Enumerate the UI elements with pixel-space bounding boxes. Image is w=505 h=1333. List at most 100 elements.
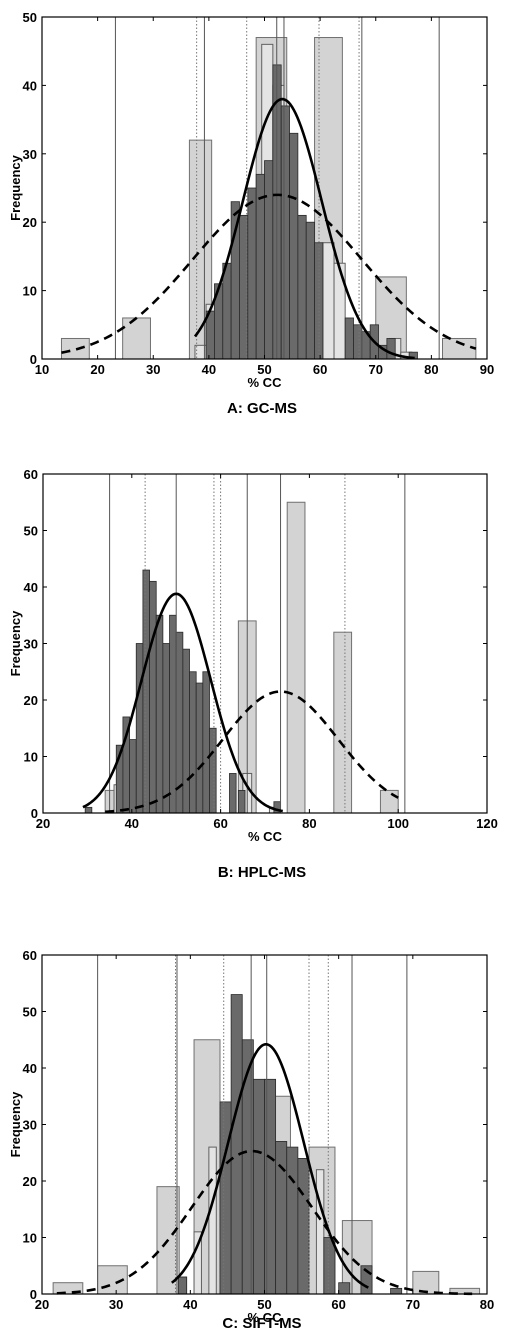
y-axis-label: Frequency	[8, 610, 23, 677]
x-tick-label: 50	[257, 362, 271, 377]
x-tick-label: 30	[146, 362, 160, 377]
y-tick-label: 30	[23, 1118, 37, 1133]
x-tick-label: 90	[480, 362, 494, 377]
bar-dark	[252, 1078, 265, 1295]
y-tick-label: 60	[24, 467, 38, 482]
y-tick-label: 50	[23, 10, 37, 25]
panel-caption: A: GC-MS	[227, 400, 297, 417]
x-axis-label: % CC	[248, 829, 283, 844]
x-tick-label: 10	[35, 362, 49, 377]
bar-dark	[338, 1282, 351, 1295]
bar-dark	[297, 214, 307, 360]
x-tick-label: 120	[476, 816, 498, 831]
bar-light-narrow	[315, 1169, 325, 1295]
y-tick-label: 30	[23, 147, 37, 162]
bar-light	[333, 631, 353, 814]
x-axis-label: % CC	[248, 1310, 283, 1325]
y-axis-label: Frequency	[8, 1091, 23, 1158]
y-tick-label: 40	[23, 1061, 37, 1076]
bar-dark	[264, 160, 274, 360]
bar-dark	[155, 614, 164, 814]
x-tick-label: 100	[387, 816, 409, 831]
x-tick-label: 60	[213, 816, 227, 831]
x-tick-label: 70	[406, 1297, 420, 1312]
x-tick-label: 50	[257, 1297, 271, 1312]
panel-caption: C: SIFT-MS	[222, 1315, 301, 1332]
bar-light	[379, 789, 399, 814]
normal-fit-dashed	[61, 193, 477, 354]
x-tick-label: 60	[331, 1297, 345, 1312]
x-tick-label: 30	[109, 1297, 123, 1312]
bar-light	[286, 501, 306, 814]
bar-dark	[169, 614, 177, 814]
x-tick-label: 20	[35, 1297, 49, 1312]
y-tick-label: 50	[23, 1005, 37, 1020]
bar-dark	[275, 1141, 288, 1295]
chart-panel-2: 20 40 60 80 100 120 0 10 20 30 40 50 60 % CC Frequency…	[8, 467, 498, 881]
y-tick-label: 10	[23, 1231, 37, 1246]
bar-dark	[195, 682, 204, 814]
bar-light	[122, 317, 151, 360]
bar-dark	[222, 262, 232, 360]
bar-dark	[390, 1287, 403, 1295]
bar-dark	[230, 994, 243, 1295]
x-tick-label: 80	[424, 362, 438, 377]
bar-dark	[386, 338, 396, 360]
bar-dark	[241, 1039, 254, 1295]
x-tick-label: 40	[125, 816, 139, 831]
y-tick-label: 10	[23, 284, 37, 299]
bar-dark	[149, 580, 157, 814]
normal-fit-solid	[193, 97, 415, 360]
x-tick-label: 40	[202, 362, 216, 377]
y-tick-label: 0	[30, 352, 37, 367]
bar-dark	[202, 671, 210, 814]
bar-dark	[353, 324, 363, 360]
bar-light	[60, 337, 90, 360]
y-tick-label: 10	[24, 750, 38, 765]
normal-fit-dashed	[105, 690, 399, 814]
bar-dark	[280, 105, 290, 360]
y-tick-label: 30	[24, 637, 38, 652]
chart-panel-3: 20 30 40 50 60 70 80 0 10 20 30 40 50 60 % CC Frequency…	[8, 948, 494, 1332]
bar-dark	[344, 317, 354, 360]
y-tick-label: 20	[23, 215, 37, 230]
bar-dark	[178, 1276, 188, 1295]
x-tick-label: 80	[302, 816, 316, 831]
bar-dark	[286, 1146, 299, 1295]
bar-dark	[129, 739, 137, 814]
y-tick-label: 40	[23, 78, 37, 93]
y-axis-label: Frequency	[8, 154, 23, 221]
bar-light-narrow	[322, 242, 335, 360]
y-tick-label: 40	[24, 580, 38, 595]
bar-dark	[189, 671, 197, 814]
bar-dark	[230, 201, 240, 360]
x-tick-label: 20	[90, 362, 104, 377]
x-axis-label: % CC	[248, 375, 283, 390]
x-tick-label: 80	[480, 1297, 494, 1312]
y-tick-label: 0	[30, 1287, 37, 1302]
bar-dark	[255, 173, 265, 360]
bar-dark	[289, 132, 299, 360]
bar-light-narrow	[208, 1146, 217, 1295]
bar-dark	[305, 221, 315, 360]
bar-dark	[237, 790, 246, 814]
bar-dark	[182, 648, 190, 814]
bar-dark	[142, 569, 150, 814]
x-tick-label: 40	[183, 1297, 197, 1312]
bar-dark	[247, 187, 257, 360]
y-tick-label: 60	[23, 948, 37, 963]
bar-dark	[229, 773, 237, 814]
bar-dark	[135, 643, 144, 814]
normal-fit-solid	[170, 1043, 369, 1289]
y-tick-label: 20	[24, 693, 38, 708]
y-tick-label: 0	[31, 806, 38, 821]
y-tick-label: 50	[24, 524, 38, 539]
normal-fit-solid	[82, 592, 283, 813]
bar-dark	[297, 1158, 310, 1295]
bar-dark	[84, 806, 93, 814]
bar-dark	[162, 643, 170, 814]
panel-caption: B: HPLC-MS	[218, 864, 306, 881]
y-tick-label: 20	[23, 1174, 37, 1189]
